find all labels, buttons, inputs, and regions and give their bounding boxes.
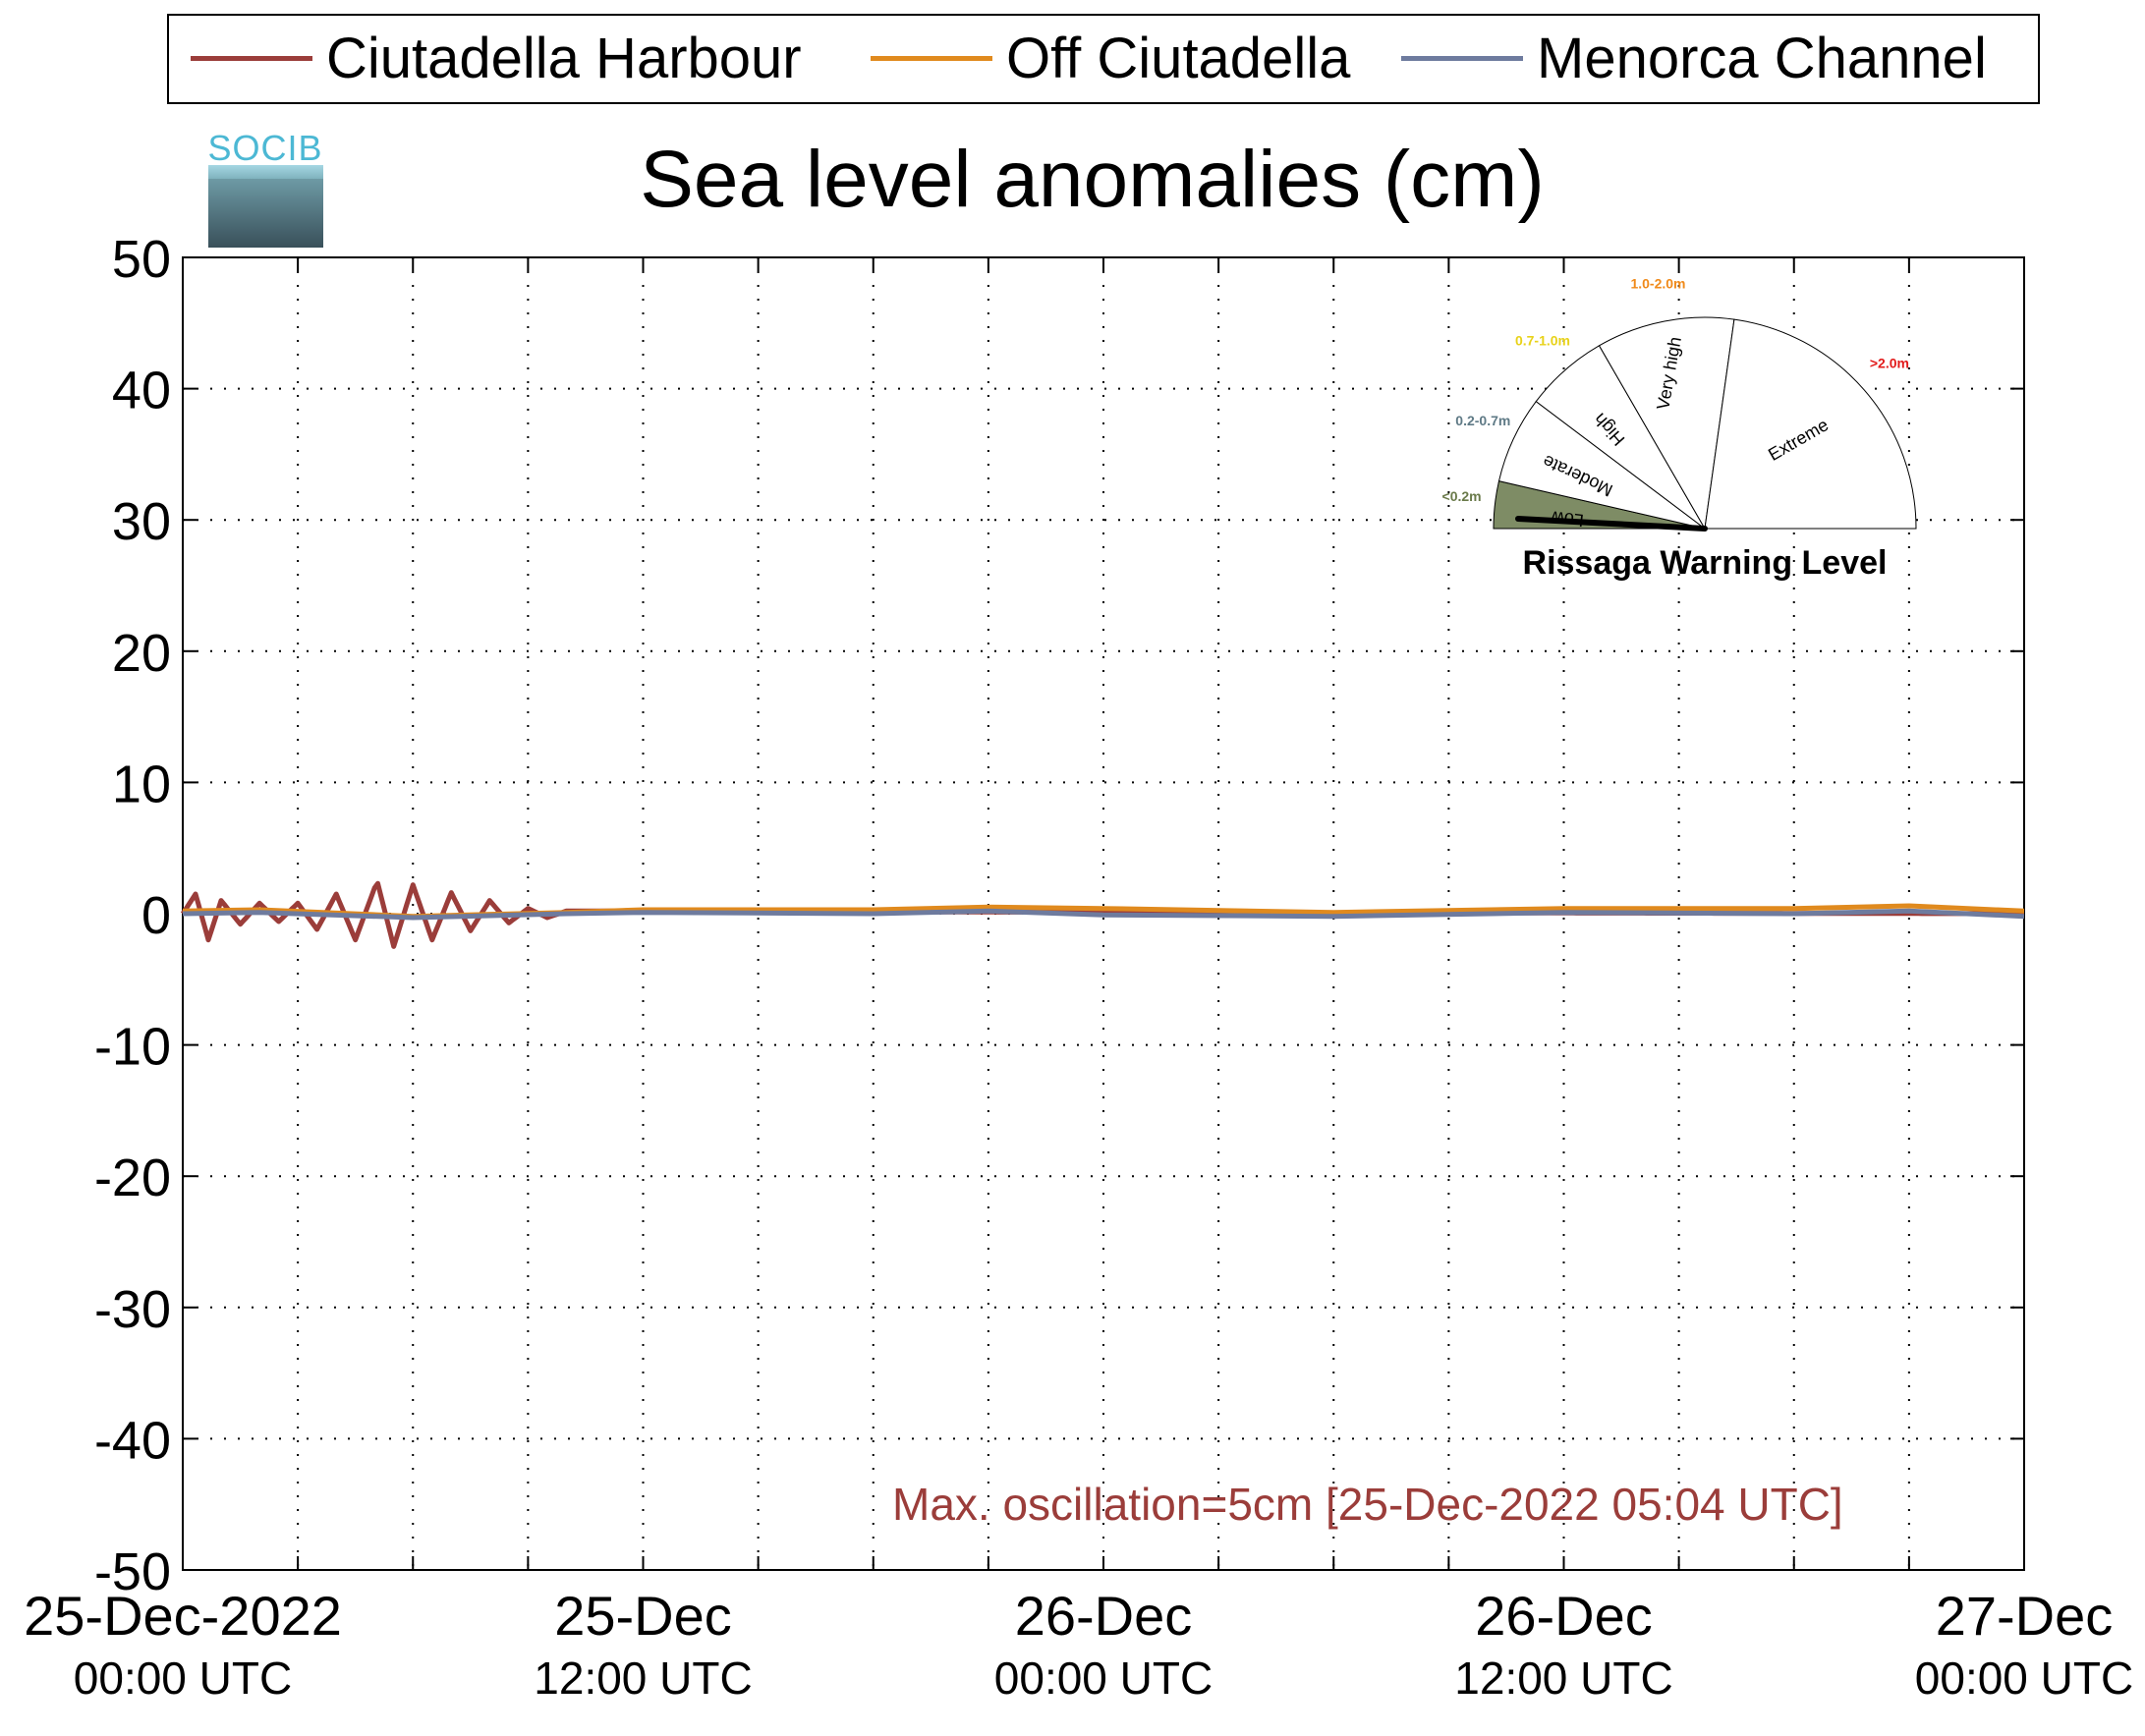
gauge-range-label: 1.0-2.0m [1630,276,1685,292]
gauge-needle [1515,516,1708,532]
legend-swatch [191,55,312,61]
legend: Ciutadella Harbour Off Ciutadella Menorc… [167,14,2040,104]
gauge-title: Rissaga Warning Level [1523,544,1888,582]
y-tick-label: 10 [112,755,171,813]
y-tick-label: 40 [112,362,171,420]
y-tick-label: -30 [94,1280,171,1339]
x-tick-label: 26-Dec [1015,1585,1193,1647]
y-tick-label: -50 [94,1542,171,1601]
legend-swatch [871,55,992,61]
x-tick-sublabel: 12:00 UTC [1454,1652,1672,1704]
x-tick-label: 25-Dec-2022 [24,1585,342,1647]
legend-item-off-ciutadella: Off Ciutadella [871,26,1350,90]
x-tick-sublabel: 00:00 UTC [74,1652,292,1704]
x-tick-label: 27-Dec [1936,1585,2114,1647]
socib-logo: SOCIB [206,128,324,248]
legend-label: Ciutadella Harbour [326,26,802,90]
gauge-sector-extreme [1704,318,1917,530]
gauge-sector-very-high [1598,316,1735,531]
y-tick-label: -20 [94,1148,171,1207]
x-tick-label: 26-Dec [1475,1585,1653,1647]
chart-title: Sea level anomalies (cm) [640,135,1545,224]
y-tick-label: 50 [112,230,171,289]
legend-swatch [1401,55,1523,61]
gauge-range-label: 0.2-0.7m [1455,413,1510,428]
logo-text: SOCIB [207,128,323,168]
logo-graphic [208,165,323,248]
y-tick-label: -10 [94,1018,171,1077]
legend-item-menorca-channel: Menorca Channel [1401,26,1987,90]
series-line-menorca-channel [182,908,2025,921]
x-tick-sublabel: 12:00 UTC [534,1652,752,1704]
x-tick-sublabel: 00:00 UTC [994,1652,1213,1704]
legend-label: Menorca Channel [1537,26,1987,90]
y-tick-label: 20 [112,624,171,683]
x-tick-sublabel: 00:00 UTC [1915,1652,2133,1704]
x-tick-label: 25-Dec [554,1585,732,1647]
y-tick-label: 0 [141,886,171,945]
legend-item-ciutadella-harbour: Ciutadella Harbour [191,26,802,90]
legend-label: Off Ciutadella [1006,26,1351,90]
y-tick-label: -40 [94,1411,171,1470]
rissaga-warning-gauge: Low<0.2mModerate0.2-0.7mHigh0.7-1.0mVery… [1442,276,1917,582]
gauge-range-label: 0.7-1.0m [1515,333,1570,349]
gauge-range-label: <0.2m [1442,488,1482,504]
max-oscillation-annotation: Max. oscillation=5cm [25-Dec-2022 05:04 … [892,1479,1843,1530]
y-tick-label: 30 [112,492,171,551]
gauge-range-label: >2.0m [1870,356,1909,371]
